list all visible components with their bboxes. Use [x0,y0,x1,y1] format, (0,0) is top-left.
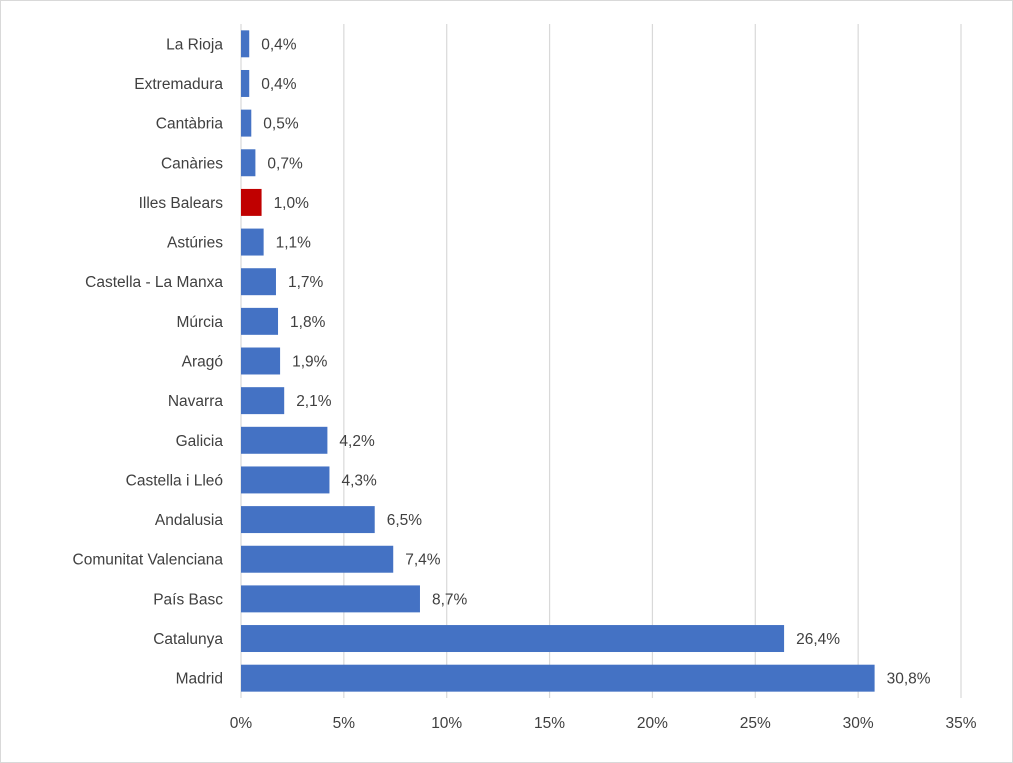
data-label: 2,1% [296,393,332,410]
bar [241,69,250,97]
x-tick-label: 35% [945,715,976,732]
data-label: 30,8% [887,671,931,688]
category-label: Galicia [176,433,224,450]
bar [241,585,420,613]
data-label: 1,0% [274,195,310,212]
category-label: Andalusia [155,512,223,529]
bar [241,426,328,454]
data-label: 0,4% [261,36,297,53]
data-label: 4,3% [341,472,377,489]
data-label: 1,8% [290,314,326,331]
category-label: País Basc [153,591,223,608]
data-label: 0,5% [263,116,299,133]
category-label: Extremadura [134,76,223,93]
bar [241,506,375,534]
category-label: Castella - La Manxa [85,274,223,291]
data-label: 0,4% [261,76,297,93]
data-label: 1,1% [276,235,312,252]
data-label: 26,4% [796,631,840,648]
category-labels: La Rioja Extremadura Cantàbria Canàries Ille… [73,36,224,687]
category-label: Aragó [182,354,223,371]
data-label: 8,7% [432,591,468,608]
data-label: 6,5% [387,512,423,529]
category-label: Navarra [168,393,224,410]
category-label: Cantàbria [156,116,224,133]
x-tick-label: 20% [637,715,668,732]
category-label: Canàries [161,155,223,172]
x-tick-label: 25% [740,715,771,732]
category-label: Catalunya [153,631,223,648]
bar [241,625,785,653]
category-label: Comunitat Valenciana [73,552,224,569]
bar [241,347,281,375]
data-label: 0,7% [267,155,303,172]
bar [241,149,256,177]
bar [241,30,250,58]
category-label: Madrid [176,671,223,688]
bar [241,466,330,494]
bar [241,228,264,256]
bars [241,30,875,692]
bar [241,307,279,335]
bar [241,664,875,692]
x-tick-label: 10% [431,715,462,732]
category-label: Illes Balears [139,195,224,212]
x-tick-label: 0% [230,715,253,732]
x-axis-tick-labels: 0% 5% 10% 15% 20% 25% 30% 35% [230,715,977,732]
data-label: 7,4% [405,552,441,569]
bar [241,188,262,216]
data-label: 4,2% [339,433,375,450]
bar [241,387,285,415]
data-label: 1,9% [292,354,328,371]
category-label: Múrcia [176,314,223,331]
bar [241,109,252,137]
category-label: Astúries [167,235,223,252]
gridlines [240,24,962,698]
x-tick-label: 5% [333,715,356,732]
x-tick-label: 15% [534,715,565,732]
bar [241,545,394,573]
category-label: La Rioja [166,36,223,53]
x-tick-label: 30% [843,715,874,732]
value-labels: 0,4% 0,4% 0,5% 0,7% 1,0% 1,1% 1,7% 1,8% 1,9% 2,1%… [261,36,931,687]
category-label: Castella i Lleó [126,472,223,489]
data-label: 1,7% [288,274,324,291]
bar [241,268,276,296]
